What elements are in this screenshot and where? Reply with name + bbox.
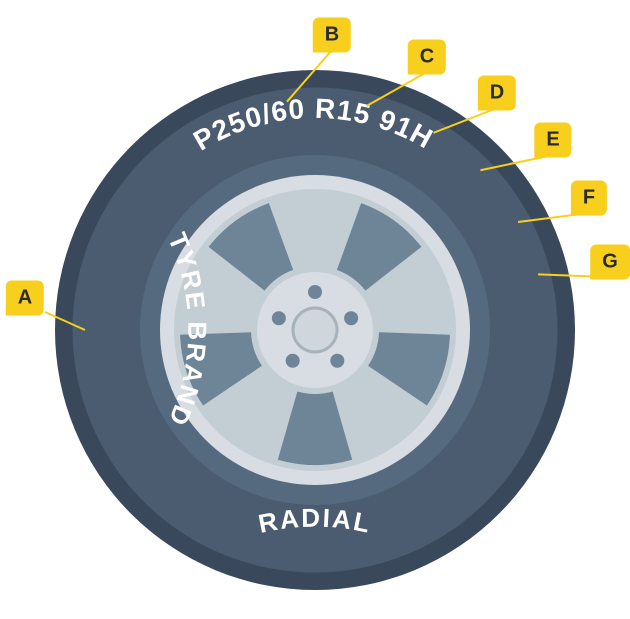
callout-g: G bbox=[590, 245, 630, 280]
lug-bolt bbox=[330, 354, 344, 368]
callout-d: D bbox=[478, 76, 516, 111]
lug-bolt bbox=[344, 311, 358, 325]
lug-bolt bbox=[308, 285, 322, 299]
callout-e: E bbox=[534, 123, 571, 158]
callout-b: B bbox=[313, 18, 351, 53]
callout-f: F bbox=[571, 181, 607, 216]
callout-a: A bbox=[6, 281, 44, 316]
callout-c: C bbox=[408, 40, 446, 75]
lug-bolt bbox=[286, 354, 300, 368]
lug-bolt bbox=[272, 311, 286, 325]
hub-cap bbox=[293, 308, 337, 352]
tyre-diagram: P250/60 R15 91HTYRE BRANDRADIAL bbox=[0, 0, 630, 619]
